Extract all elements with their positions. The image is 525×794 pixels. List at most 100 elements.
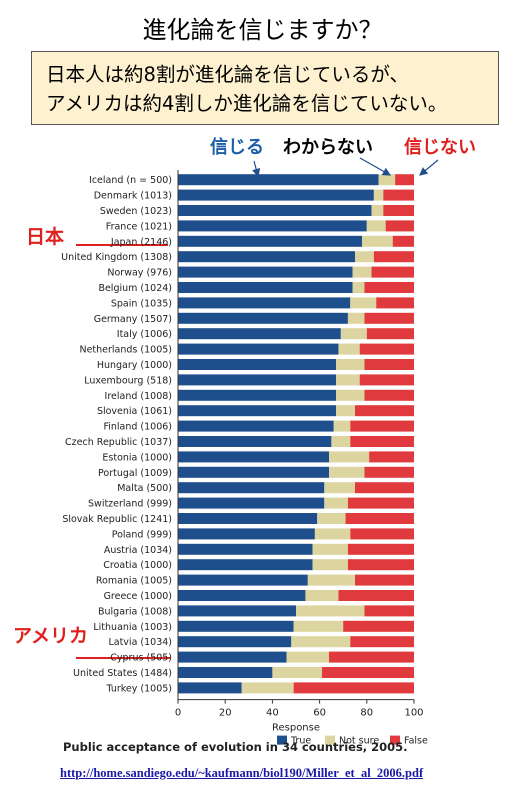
bar-true-13 (178, 374, 337, 386)
bar-false-15 (355, 405, 414, 417)
bar-false-30 (350, 636, 414, 648)
bar-not-sure-31 (286, 651, 330, 663)
row-label-0: Iceland (n = 500) (89, 175, 172, 186)
bar-false-23 (350, 528, 414, 540)
bar-true-1 (178, 189, 374, 201)
bar-true-21 (178, 497, 325, 509)
bar-true-12 (178, 359, 337, 370)
figure-caption: Public acceptance of evolution in 34 cou… (63, 740, 408, 754)
legend-swatch-2 (390, 735, 400, 745)
bar-false-32 (321, 667, 414, 678)
bar-true-18 (178, 451, 330, 463)
row-label-28: Bulgaria (1008) (98, 606, 172, 617)
bar-true-23 (178, 528, 315, 540)
bar-true-25 (178, 559, 313, 571)
bar-not-sure-19 (329, 466, 365, 478)
bar-false-21 (347, 497, 414, 509)
bar-true-29 (178, 620, 294, 632)
pointer-arrow-believe (252, 160, 261, 178)
bar-false-8 (376, 297, 414, 309)
x-tick-label-0: 0 (175, 708, 181, 719)
bar-true-28 (178, 605, 296, 617)
bar-true-19 (178, 466, 330, 478)
row-label-11: Netherlands (1005) (79, 345, 172, 356)
row-label-22: Slovak Republic (1241) (62, 514, 172, 525)
row-label-33: Turkey (1005) (105, 683, 172, 694)
bar-true-15 (178, 405, 337, 417)
legend-swatch-1 (325, 735, 335, 745)
bar-false-29 (343, 620, 414, 632)
callout-line-2: アメリカは約4割しか進化論を信じていない。 (46, 92, 448, 115)
bar-true-14 (178, 389, 337, 401)
bar-true-11 (178, 343, 339, 355)
row-label-29: Lithuania (1003) (93, 622, 172, 633)
row-label-12: Hungary (1000) (97, 360, 172, 371)
bar-not-sure-29 (293, 620, 344, 632)
row-label-9: Germany (1507) (94, 314, 172, 325)
bar-not-sure-6 (352, 266, 372, 278)
bar-true-0 (178, 174, 379, 186)
bar-false-24 (347, 543, 414, 555)
row-label-4: Japan (2146) (110, 237, 172, 248)
bar-false-10 (366, 328, 414, 340)
usa-label: アメリカ (13, 625, 89, 647)
bar-false-5 (373, 251, 414, 263)
bar-false-26 (355, 574, 414, 586)
bar-not-sure-25 (312, 559, 348, 571)
source-link[interactable]: http://home.sandiego.edu/~kaufmann/biol1… (60, 766, 424, 780)
bar-true-32 (178, 667, 273, 678)
header-believe: 信じる (210, 137, 264, 158)
bar-not-sure-22 (317, 513, 346, 524)
bar-not-sure-11 (338, 343, 360, 355)
bar-false-9 (364, 312, 414, 324)
bar-not-sure-2 (371, 205, 384, 216)
row-label-25: Croatia (1000) (103, 560, 172, 571)
legend-label-1: Not sure (339, 736, 379, 747)
bar-not-sure-17 (331, 436, 351, 447)
bar-false-20 (355, 482, 414, 494)
bar-not-sure-24 (312, 543, 348, 555)
bar-not-sure-1 (373, 189, 384, 201)
summary-callout: 日本人は約8割が進化論を信じているが、 アメリカは約4割しか進化論を信じていない… (31, 51, 499, 125)
pointer-arrow-not-sure (359, 157, 392, 176)
bar-not-sure-7 (352, 282, 365, 293)
bar-not-sure-23 (314, 528, 351, 540)
bar-true-30 (178, 636, 292, 648)
bar-true-17 (178, 436, 332, 447)
bar-not-sure-13 (336, 374, 360, 386)
bar-not-sure-4 (362, 235, 393, 247)
bar-false-6 (371, 266, 414, 278)
row-label-8: Spain (1035) (111, 298, 172, 309)
bar-not-sure-30 (291, 636, 351, 648)
row-label-27: Greece (1000) (104, 591, 172, 602)
x-axis: 0 20 40 60 80 100 Response (175, 170, 424, 734)
x-tick-label-1: 20 (219, 708, 232, 719)
bar-false-22 (345, 513, 414, 524)
bar-not-sure-27 (305, 590, 339, 601)
page-title: 進化論を信じますか？ (142, 16, 383, 44)
usa-underline (76, 657, 170, 659)
row-label-16: Finland (1006) (103, 422, 172, 433)
bar-not-sure-14 (336, 389, 365, 401)
row-label-2: Sweden (1023) (100, 206, 172, 217)
bar-true-3 (178, 220, 367, 232)
bar-true-10 (178, 328, 341, 340)
bar-true-8 (178, 297, 351, 309)
bar-false-12 (364, 359, 414, 370)
row-label-6: Norway (976) (107, 268, 172, 279)
x-axis-label: Response (272, 723, 320, 734)
row-label-18: Estonia (1000) (102, 452, 172, 463)
bar-not-sure-5 (355, 251, 374, 263)
bar-group (178, 174, 414, 694)
bar-false-2 (383, 205, 414, 216)
bar-false-17 (350, 436, 414, 447)
bar-not-sure-18 (329, 451, 370, 463)
japan-underline (76, 244, 168, 246)
row-label-19: Portugal (1009) (98, 468, 172, 479)
row-label-7: Belgium (1024) (98, 283, 172, 294)
row-label-1: Denmark (1013) (94, 191, 172, 202)
row-label-15: Slovenia (1061) (97, 406, 172, 417)
bar-true-27 (178, 590, 306, 601)
bar-true-5 (178, 251, 355, 263)
